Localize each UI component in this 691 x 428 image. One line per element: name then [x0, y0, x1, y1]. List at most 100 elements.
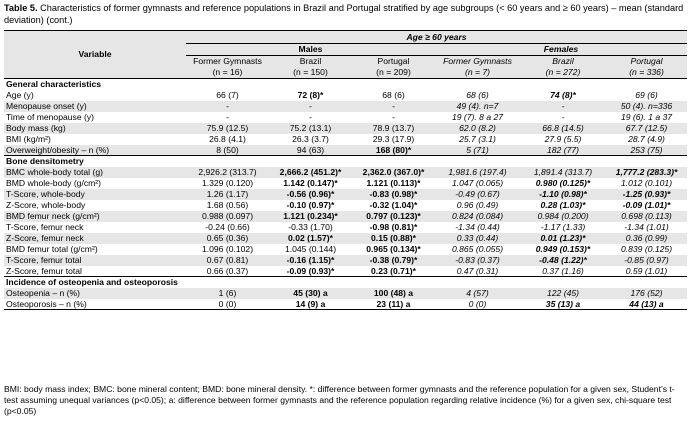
table-cell: 23 (11) a — [352, 298, 435, 310]
table-cell: 2,926.2 (313.7) — [186, 166, 269, 178]
table-cell: 49 (4). n=7 — [435, 100, 520, 112]
table-row: T-Score, femur total 0.67 (0.81) -0.16 (1.… — [4, 254, 688, 266]
table-cell: 0.698 (0.113) — [606, 210, 688, 222]
row-label: T-Score, whole-body — [4, 188, 186, 200]
males-header: Males — [186, 43, 435, 56]
table-cell: 19 (6). 1 a 37 — [620, 111, 673, 122]
table-cell: -0.83 (0.37) — [435, 254, 520, 266]
table-row: BMC whole-body total (g) 2,926.2 (313.7) 2… — [4, 166, 688, 178]
table-cell: 50 (4). n=336 — [606, 100, 688, 112]
table-row: Z-Score, femur total 0.66 (0.37) -0.09 (0.… — [4, 266, 687, 277]
table-cell: 44 (13) a — [606, 298, 688, 310]
table-cell: 0.02 (1.57)* — [269, 232, 352, 244]
age-group-header: Age ≥ 60 years — [186, 30, 688, 44]
table-row: BMD femur neck (g/cm²) 0.988 (0.097) 1.121… — [4, 210, 688, 222]
table-cell: 168 (80)* — [352, 144, 435, 156]
table-row: Osteoporosis – n (%) 0 (0) 14 (9) a 23 (11)… — [4, 298, 688, 310]
table-cell: 0.59 (1.01) — [625, 265, 668, 276]
table-cell: -0.09 (0.93)* — [286, 265, 335, 276]
row-label: Overweight/obesity – n (%) — [4, 144, 186, 156]
table-cell: -0.49 (0.67) — [435, 188, 520, 200]
table-cell: 74 (8)* — [550, 89, 576, 100]
table-row: Body mass (kg) 75.9 (12.5) 75.2 (13.1) 78.9… — [4, 122, 688, 134]
row-label: BMC whole-body total (g) — [4, 166, 186, 178]
table-cell: 1,981.6 (197.4) — [435, 166, 520, 178]
table-cell: 1.047 (0.065) — [451, 177, 504, 188]
caption-text: Characteristics of former gymnasts and r… — [4, 3, 684, 25]
col-name: Brazil — [269, 55, 352, 67]
table-cell: 14 (9) a — [269, 298, 352, 310]
females-header: Females — [435, 43, 688, 56]
table-row: Overweight/obesity – n (%) 8 (50) 94 (63) 1… — [4, 144, 688, 156]
table-cell: -0.83 (0.98)* — [352, 188, 435, 200]
table-cell: -0.48 (1.22)* — [520, 254, 606, 266]
col-name: Former Gymnasts — [435, 55, 520, 67]
table-cell: - — [520, 100, 606, 112]
table-cell: -1.34 (0.44) — [455, 221, 500, 232]
table-cell: 1.045 (0.144) — [284, 243, 337, 254]
table-cell: 72 (8)* — [297, 89, 324, 100]
table-cell: 25.7 (3.1) — [459, 133, 496, 144]
table-cell: 0.01 (1.23)* — [520, 232, 606, 244]
table-row: Age (y) 66 (7) 72 (8)* 68 (6) 68 (6) 74 (8)* 6… — [4, 90, 687, 101]
table-cell: 100 (48) a — [352, 287, 435, 299]
row-label: BMD femur neck (g/cm²) — [4, 210, 186, 222]
table-cell: 75.2 (13.1) — [269, 122, 352, 134]
col-n: (n = 336) — [606, 66, 688, 79]
table-cell: -0.09 (1.01)* — [622, 199, 671, 210]
table-cell: 0.96 (0.49) — [456, 199, 499, 210]
row-label: Z-Score, whole-body — [6, 199, 86, 210]
table-cell: 5 (71) — [435, 144, 520, 156]
table-cell: -0.98 (0.81)* — [369, 221, 418, 232]
col-n: (n = 150) — [269, 66, 352, 79]
table-cell: -1.34 (1.01) — [624, 221, 669, 232]
table-cell: 1.121 (0.113)* — [366, 177, 421, 188]
table-cell: 0.28 (1.03)* — [540, 199, 586, 210]
col-name: Portugal — [352, 55, 435, 67]
row-label: BMD whole-body (g/cm²) — [6, 177, 102, 188]
row-label: Z-Score, femur neck — [4, 232, 186, 244]
section-heading: General characteristics — [6, 79, 102, 90]
table-cell: 26.3 (3.7) — [292, 133, 329, 144]
table-caption: Table 5. Characteristics of former gymna… — [4, 3, 687, 26]
table-cell: 45 (30) a — [269, 287, 352, 299]
table-cell: 1.26 (1.17) — [186, 188, 269, 200]
table-cell: - — [309, 111, 312, 122]
table-cell: 68 (6) — [466, 89, 489, 100]
table-cell: 1.096 (0.102) — [201, 243, 254, 254]
table-cell: - — [269, 100, 352, 112]
row-label: Age (y) — [6, 89, 34, 100]
table-cell: 1.142 (0.147)* — [283, 177, 338, 188]
table-cell: 0.988 (0.097) — [186, 210, 269, 222]
caption-label: Table 5. — [4, 3, 38, 13]
table-cell: 0.980 (0.125)* — [535, 177, 591, 188]
table-cell: -1.17 (1.33) — [540, 221, 586, 232]
table-cell: -0.16 (1.15)* — [269, 254, 352, 266]
row-label: T-Score, femur neck — [6, 221, 84, 232]
col-n: (n = 16) — [186, 66, 269, 79]
table-row: Time of menopause (y) - - - 19 (7). 8 a 27 - 1… — [4, 112, 687, 123]
table-cell: - — [392, 111, 395, 122]
table-cell: 66 (7) — [216, 89, 239, 100]
table-cell: 0.36 (0.99) — [606, 232, 688, 244]
table-cell: 69 (6) — [635, 89, 658, 100]
table-cell: -0.38 (0.79)* — [352, 254, 435, 266]
table-row: T-Score, femur neck -0.24 (0.66) -0.33 (1.… — [4, 222, 687, 233]
table-cell: 176 (52) — [606, 287, 688, 299]
table-cell: -0.33 (1.70) — [288, 221, 333, 232]
row-label: Time of menopause (y) — [6, 111, 95, 122]
table-cell: - — [352, 100, 435, 112]
col-n: (n = 209) — [352, 66, 435, 79]
table-cell: 94 (63) — [269, 144, 352, 156]
col-name: Former Gymnasts — [186, 55, 269, 67]
col-n: (n = 7) — [435, 66, 520, 79]
table-cell: 4 (57) — [435, 287, 520, 299]
table-row: Osteopenia – n (%) 1 (6) 45 (30) a 100 (48)… — [4, 287, 688, 299]
table-cell: -0.56 (0.96)* — [269, 188, 352, 200]
table-cell: 28.7 (4.9) — [628, 133, 665, 144]
col-name: Brazil — [520, 55, 606, 67]
table-cell: - — [226, 111, 229, 122]
table-cell: 2,362.0 (367.0)* — [352, 166, 435, 178]
table-row: BMI (kg/m²) 26.8 (4.1) 26.3 (3.7) 29.3 (17.… — [4, 134, 687, 145]
table-cell: -1.25 (0.93)* — [606, 188, 688, 200]
